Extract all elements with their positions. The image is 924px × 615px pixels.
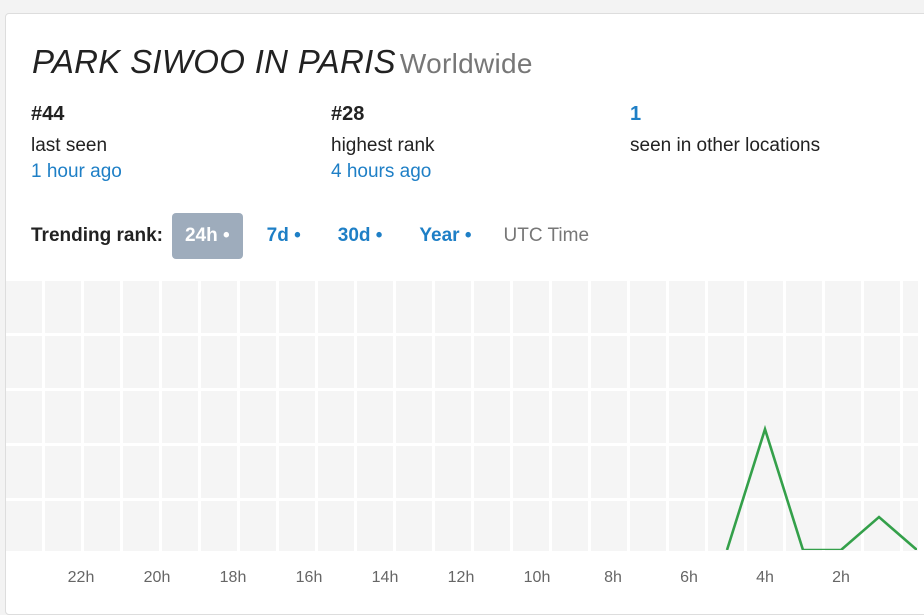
x-tick-label: 10h: [524, 569, 551, 586]
x-tick-label: 6h: [680, 569, 698, 586]
title: PARK SIWOO IN PARIS: [32, 43, 396, 80]
line: [725, 424, 917, 550]
subtitle: Worldwide: [399, 48, 533, 79]
x-tick-label: 2h: [832, 569, 850, 586]
tab[interactable]: Year •: [419, 225, 472, 246]
tabs-note: UTC Time: [503, 225, 590, 246]
tab[interactable]: 30d •: [337, 225, 383, 246]
x-tick-label: 16h: [296, 569, 323, 586]
stat-value: #28: [331, 103, 365, 125]
tab-list: 24h • 7d • 30d • Year •: [171, 213, 496, 259]
x-tick-label: 22h: [68, 569, 95, 586]
x-tick-label: 20h: [144, 569, 171, 586]
stat-label: highest rank: [331, 135, 435, 156]
page: {"header": {"title": "PARK SIWOO IN PARI…: [5, 13, 924, 615]
chart: 22h 20h 18h 16h 14h 12h 10h 8h 6h 4h 2h: [68, 424, 917, 586]
stat-detail[interactable]: 1 hour ago: [31, 161, 122, 182]
stat-label: last seen: [31, 135, 108, 156]
tabs-label: Trending rank:: [31, 225, 163, 246]
card: PARK SIWOO IN PARIS Worldwide #44 last see…: [5, 13, 924, 615]
x-tick-label: 14h: [372, 569, 399, 586]
stat-label: seen in other locations: [630, 135, 821, 156]
title-row: PARK SIWOO IN PARIS Worldwide: [32, 43, 533, 81]
x-tick-label: 4h: [756, 569, 774, 586]
stat-detail[interactable]: 4 hours ago: [331, 161, 432, 182]
x-tick-label: 18h: [220, 569, 247, 586]
tabs: Trending rank: 24h • 7d • 30d • Year • UTC …: [31, 211, 589, 261]
tab[interactable]: 7d •: [266, 225, 301, 246]
tab[interactable]: 24h •: [171, 213, 243, 259]
plot-area: [6, 281, 918, 551]
stat: #28 highest rank 4 hours ago: [331, 103, 435, 183]
stat: #44 last seen 1 hour ago: [31, 103, 122, 183]
x-tick-label: 12h: [448, 569, 475, 586]
stat: 1 seen in other locations: [630, 103, 820, 157]
x-tick-label: 8h: [604, 569, 622, 586]
stat-value: #44: [31, 103, 65, 125]
stat-value[interactable]: 1: [630, 103, 642, 125]
